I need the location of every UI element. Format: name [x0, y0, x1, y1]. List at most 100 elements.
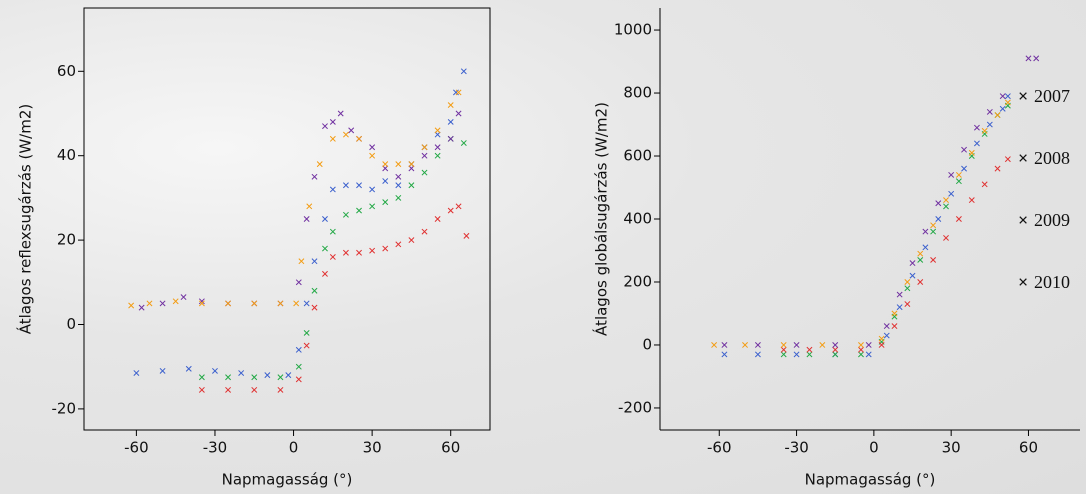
data-point	[311, 287, 318, 294]
data-point	[455, 203, 462, 210]
data-point	[711, 342, 718, 348]
data-point	[832, 346, 839, 353]
data-point	[455, 110, 462, 117]
data-point	[322, 216, 328, 222]
data-point	[917, 279, 924, 285]
data-point	[421, 228, 428, 235]
data-point	[858, 342, 864, 348]
data-point	[356, 249, 362, 256]
legend-marker: ×	[1018, 272, 1028, 292]
data-point	[806, 351, 813, 358]
x-axis-label: Napmagasság (°)	[805, 471, 936, 489]
data-point	[369, 203, 376, 210]
x-tick-label: 60	[441, 439, 460, 457]
data-point	[303, 329, 310, 336]
data-point	[943, 197, 949, 204]
data-point	[904, 279, 911, 285]
data-point	[342, 211, 349, 218]
data-point	[172, 298, 179, 305]
x-tick-label: 30	[942, 439, 961, 457]
data-point	[858, 346, 864, 353]
data-point	[369, 186, 376, 193]
x-tick-label: -30	[784, 439, 809, 457]
data-point	[421, 144, 428, 151]
data-point	[322, 123, 328, 130]
data-point	[159, 300, 166, 307]
data-point	[285, 372, 292, 379]
data-point	[238, 370, 245, 376]
legend-label: 2009	[1034, 210, 1070, 230]
data-point	[159, 367, 166, 374]
data-point	[251, 374, 258, 381]
data-point	[832, 342, 839, 348]
data-point	[356, 135, 362, 142]
data-point	[303, 216, 310, 222]
data-point	[943, 203, 949, 210]
data-point	[930, 228, 937, 235]
data-point	[382, 199, 389, 206]
data-point	[408, 182, 415, 189]
y-tick-label: 20	[57, 231, 76, 249]
data-point	[369, 144, 376, 151]
data-point	[395, 194, 402, 201]
data-point	[311, 304, 318, 311]
data-point	[455, 89, 462, 96]
x-tick-label: -60	[124, 439, 149, 457]
data-point	[434, 127, 441, 134]
data-point	[329, 135, 336, 142]
data-point	[356, 207, 362, 214]
data-point	[721, 342, 728, 348]
data-point	[295, 376, 302, 383]
data-point	[447, 118, 454, 125]
x-tick-label: -60	[707, 439, 732, 457]
data-point	[342, 249, 349, 256]
data-point	[185, 365, 192, 372]
data-point	[311, 258, 318, 265]
data-point	[891, 310, 898, 317]
data-point	[999, 93, 1006, 100]
data-point	[382, 178, 389, 184]
data-point	[986, 121, 993, 128]
data-point	[721, 351, 728, 358]
data-point	[329, 186, 336, 193]
data-point	[225, 386, 232, 393]
data-point	[986, 108, 993, 115]
x-tick-label: 0	[289, 439, 299, 457]
data-point	[408, 161, 415, 168]
data-point	[434, 152, 441, 159]
y-tick-label: -20	[52, 399, 77, 417]
data-point	[295, 363, 302, 370]
y-tick-label: 0	[642, 335, 652, 353]
data-point	[754, 351, 761, 358]
data-point	[306, 203, 313, 210]
data-point	[460, 140, 467, 146]
y-tick-label: 0	[66, 315, 76, 333]
y-tick-label: 40	[57, 146, 76, 164]
data-point	[369, 152, 376, 159]
y-axis-label: Átlagos reflexsugárzás (W/m2)	[16, 104, 35, 334]
data-point	[930, 222, 937, 229]
data-point	[329, 118, 336, 125]
data-point	[948, 190, 955, 197]
y-tick-label: 400	[623, 210, 652, 228]
data-point	[447, 102, 454, 109]
data-point	[452, 89, 459, 96]
data-point	[395, 182, 402, 189]
data-point	[999, 105, 1006, 112]
y-tick-label: -200	[618, 398, 652, 416]
data-point	[329, 254, 336, 260]
data-point	[793, 342, 800, 348]
x-tick-label: 0	[869, 439, 879, 457]
data-point	[356, 182, 362, 189]
data-point	[955, 216, 962, 222]
legend-marker: ×	[1018, 86, 1028, 106]
y-tick-label: 600	[623, 147, 652, 165]
data-point	[408, 237, 415, 244]
data-point	[382, 161, 389, 168]
data-point	[447, 135, 454, 142]
data-point	[961, 165, 968, 172]
data-point	[342, 182, 349, 189]
data-point	[447, 207, 454, 214]
legend-marker: ×	[1018, 210, 1028, 230]
